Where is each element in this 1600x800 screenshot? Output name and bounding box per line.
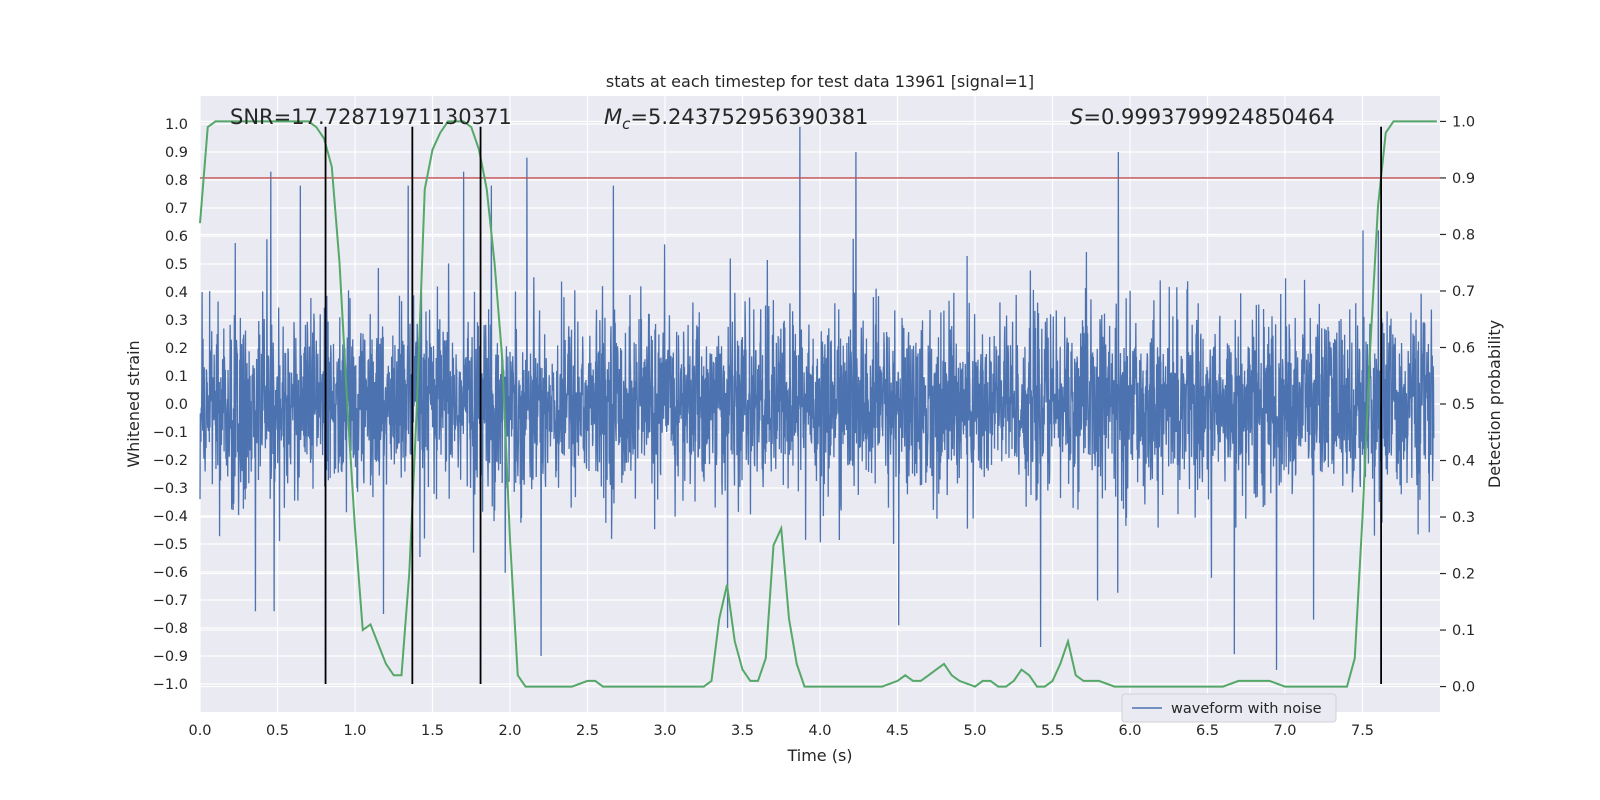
x-tick-label-12: 6.0 (1118, 723, 1141, 739)
x-tick-label-6: 3.0 (653, 723, 676, 739)
x-tick-label-9: 4.5 (886, 723, 909, 739)
chirp-mass-subscript: c (622, 115, 631, 133)
y-tick-label-3: 0.7 (165, 201, 188, 217)
x-tick-label-2: 1.0 (343, 723, 366, 739)
y-tick-label-1: 0.9 (165, 145, 188, 161)
legend-box (1121, 693, 1337, 723)
x-tick-label-13: 6.5 (1196, 723, 1219, 739)
y-tick-label-7: 0.3 (165, 313, 188, 329)
score-value: =0.9993799924850464 (1083, 105, 1334, 129)
y2-tick-label-5: 0.5 (1452, 397, 1475, 413)
y2-tick-label-3: 0.7 (1452, 284, 1475, 300)
chirp-mass-value: =5.243752956390381 (630, 105, 868, 129)
x-tick-label-0: 0.0 (188, 723, 211, 739)
x-tick-label-3: 1.5 (421, 723, 444, 739)
legend: waveform with noise (1121, 693, 1337, 723)
waveform-line (199, 126, 1435, 671)
y2-tick-label-4: 0.6 (1452, 340, 1475, 356)
y-tick-label-4: 0.6 (165, 229, 188, 245)
y2-tick-label-1: 0.9 (1452, 171, 1475, 187)
y-tick-label-8: 0.2 (165, 341, 188, 357)
score-symbol: S (1070, 105, 1083, 129)
vertical-markers (324, 126, 1382, 684)
score-annotation: S=0.9993799924850464 (1070, 105, 1335, 129)
x-axis-ticks: 0.0 0.5 1.0 1.5 2.0 2.5 3.0 3.5 4.0 4.5 5.0 5.5 6.0 6… (188, 723, 1374, 739)
y2-axis-label: Detection probability (1485, 320, 1504, 488)
y-tick-label-19: −0.9 (153, 649, 188, 665)
y-tick-label-16: −0.6 (153, 565, 188, 581)
y-tick-label-6: 0.4 (165, 285, 188, 301)
y-tick-label-0: 1.0 (165, 117, 188, 133)
y2-tick-label-9: 0.1 (1452, 623, 1475, 639)
probability-series (199, 120, 1437, 688)
x-tick-label-14: 7.0 (1273, 723, 1296, 739)
chart-title: stats at each timestep for test data 139… (606, 72, 1034, 91)
y-tick-label-10: 0.0 (165, 397, 188, 413)
y2-axis-ticks: 1.0 0.9 0.8 0.7 0.6 0.5 0.4 0.3 0.2 0.1 0.0 (1440, 114, 1475, 696)
y-tick-label-11: −0.1 (153, 425, 188, 441)
y2-tick-label-2: 0.8 (1452, 227, 1475, 243)
y2-tick-label-10: 0.0 (1452, 680, 1475, 696)
y-tick-label-17: −0.7 (153, 593, 188, 609)
x-axis-label: Time (s) (786, 746, 852, 765)
x-tick-label-8: 4.0 (808, 723, 831, 739)
y2-tick-label-7: 0.3 (1452, 510, 1475, 526)
x-tick-label-10: 5.0 (963, 723, 986, 739)
snr-annotation: SNR=17.72871971130371 (230, 105, 512, 129)
y-tick-label-18: −0.8 (153, 621, 188, 637)
probability-line (199, 120, 1437, 688)
y-tick-label-13: −0.3 (153, 481, 188, 497)
y-tick-label-12: −0.2 (153, 453, 188, 469)
y-tick-label-15: −0.5 (153, 537, 188, 553)
y-tick-label-2: 0.8 (165, 173, 188, 189)
y-tick-label-9: 0.1 (165, 369, 188, 385)
waveform-series (199, 126, 1435, 671)
legend-entry-waveform: waveform with noise (1171, 701, 1322, 717)
y2-tick-label-8: 0.2 (1452, 567, 1475, 583)
x-tick-label-5: 2.5 (576, 723, 599, 739)
y-axis-ticks: 1.0 0.9 0.8 0.7 0.6 0.5 0.4 0.3 0.2 0.1 0.0 −0.1 −0.… (153, 117, 188, 693)
x-tick-label-7: 3.5 (731, 723, 754, 739)
y2-tick-label-6: 0.4 (1452, 454, 1475, 470)
chirp-mass-annotation: Mc=5.243752956390381 (604, 105, 868, 133)
x-tick-label-15: 7.5 (1351, 723, 1374, 739)
y-tick-label-20: −1.0 (153, 677, 188, 693)
y-tick-label-14: −0.4 (153, 509, 188, 525)
y2-tick-label-0: 1.0 (1452, 114, 1475, 130)
y-axis-label: Whitened strain (124, 340, 143, 467)
x-tick-label-1: 0.5 (266, 723, 289, 739)
x-tick-label-4: 2.0 (498, 723, 521, 739)
y-tick-label-5: 0.5 (165, 257, 188, 273)
chirp-mass-symbol: M (604, 105, 622, 129)
x-tick-label-11: 5.5 (1041, 723, 1064, 739)
